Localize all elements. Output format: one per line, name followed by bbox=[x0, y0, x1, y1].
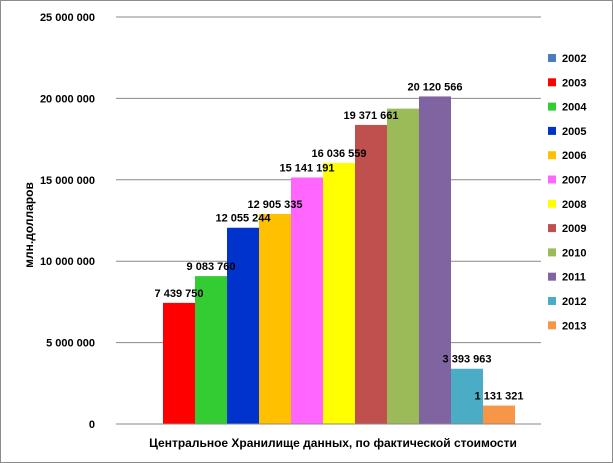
bar-2005 bbox=[227, 227, 259, 424]
y-tick-label: 20 000 000 bbox=[40, 93, 95, 105]
legend-swatch-2004 bbox=[548, 102, 556, 111]
data-label-2013: 1 131 321 bbox=[475, 391, 524, 403]
legend-label-2005: 2005 bbox=[562, 126, 586, 138]
data-label-2003: 7 439 750 bbox=[155, 288, 204, 300]
y-axis-ticks: 0 5 000 000 10 000 000 15 000 000 20 000 000… bbox=[40, 12, 95, 431]
y-tick-label: 15 000 000 bbox=[40, 175, 95, 187]
x-axis-title: Центральное Хранилище данных, по фактиче… bbox=[149, 436, 517, 450]
legend-label-2007: 2007 bbox=[562, 175, 586, 187]
data-label-2007: 15 141 191 bbox=[279, 163, 334, 175]
y-tick-label: 5 000 000 bbox=[46, 338, 95, 350]
legend-swatch-2006 bbox=[548, 151, 556, 160]
data-label-2012: 3 393 963 bbox=[443, 354, 492, 366]
legend-label-2012: 2012 bbox=[562, 296, 586, 308]
bars bbox=[163, 96, 515, 425]
legend-label-2010: 2010 bbox=[562, 247, 586, 259]
legend-label-2008: 2008 bbox=[562, 199, 586, 211]
data-labels: 7 439 750 9 083 760 12 055 244 12 905 335 15… bbox=[155, 81, 524, 402]
bar-2008 bbox=[323, 162, 355, 425]
bar-2006 bbox=[259, 213, 291, 424]
bar-2009 bbox=[355, 124, 387, 424]
legend-swatch-2009 bbox=[548, 224, 556, 233]
bar-2012 bbox=[451, 368, 483, 424]
legend-label-2011: 2011 bbox=[562, 272, 586, 284]
y-axis-title: млн.долларов bbox=[22, 182, 36, 268]
legend-label-2013: 2013 bbox=[562, 320, 586, 332]
legend-swatch-2010 bbox=[548, 248, 556, 257]
legend-swatch-2012 bbox=[548, 297, 556, 305]
legend-label-2009: 2009 bbox=[562, 223, 586, 235]
y-tick-label: 0 bbox=[89, 419, 95, 431]
legend-label-2006: 2006 bbox=[562, 150, 586, 162]
y-tick-label: 10 000 000 bbox=[40, 256, 95, 268]
data-label-2004: 9 083 760 bbox=[187, 261, 236, 273]
bar-2007 bbox=[291, 177, 323, 424]
legend-swatch-2011 bbox=[548, 272, 556, 281]
data-label-2006: 12 905 335 bbox=[247, 199, 302, 211]
bar-2004 bbox=[195, 276, 227, 424]
legend-swatch-2002 bbox=[548, 54, 556, 62]
bar-2013 bbox=[483, 405, 515, 424]
data-label-2008: 16 036 559 bbox=[311, 148, 366, 160]
y-tick-label: 25 000 000 bbox=[40, 12, 95, 24]
legend: 2002 2003 2004 2005 2006 2007 2008 2009 2010 2011… bbox=[548, 53, 587, 332]
legend-swatch-2005 bbox=[548, 126, 556, 135]
legend-swatch-2008 bbox=[548, 199, 556, 208]
bar-2011 bbox=[419, 96, 451, 424]
legend-label-2003: 2003 bbox=[562, 77, 586, 89]
legend-swatch-2013 bbox=[548, 321, 556, 330]
data-label-2009: 19 371 661 bbox=[343, 110, 398, 122]
bar-2003 bbox=[163, 302, 195, 424]
legend-label-2002: 2002 bbox=[562, 53, 586, 65]
data-label-2005: 12 055 244 bbox=[215, 213, 271, 225]
legend-label-2004: 2004 bbox=[562, 102, 587, 114]
legend-swatch-2003 bbox=[548, 78, 556, 87]
bar-2010 bbox=[387, 108, 419, 424]
data-label-2011: 20 120 566 bbox=[407, 81, 462, 93]
legend-swatch-2007 bbox=[548, 175, 556, 184]
